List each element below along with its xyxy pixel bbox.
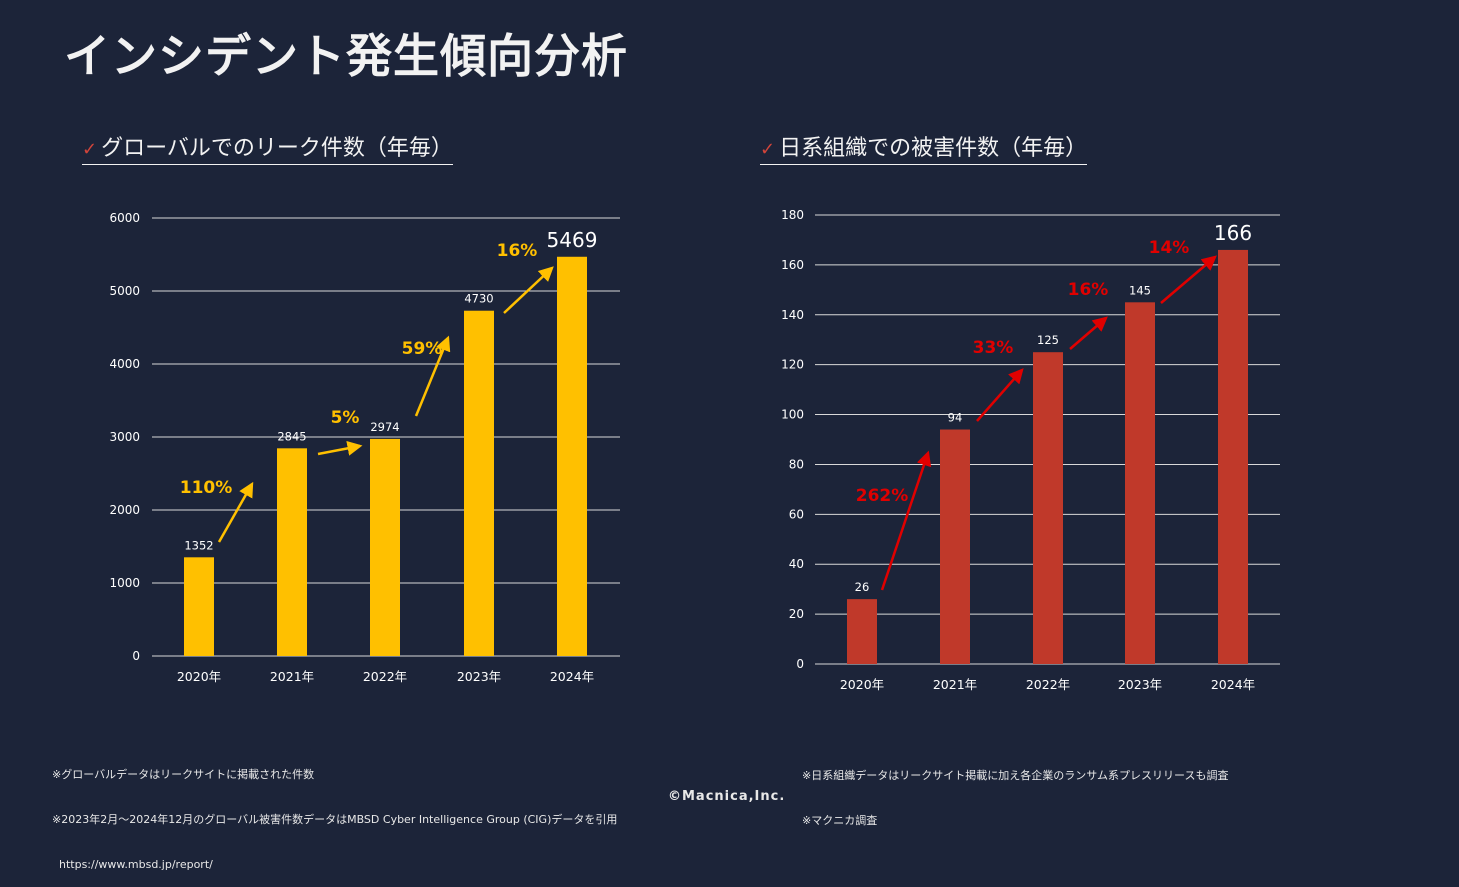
- growth-label: 5%: [331, 408, 360, 428]
- x-tick-label: 2024年: [550, 669, 594, 684]
- bar: [557, 256, 587, 656]
- growth-label: 16%: [1068, 280, 1109, 300]
- chart-title-text: グローバルでのリーク件数（年毎）: [101, 136, 453, 161]
- data-label: 5469: [547, 228, 598, 252]
- bar: [1125, 302, 1155, 664]
- x-tick-label: 2022年: [363, 669, 407, 684]
- growth-label: 110%: [180, 478, 233, 498]
- chart-title-global: ✓ グローバルでのリーク件数（年毎）: [82, 130, 453, 165]
- growth-arrow: [976, 368, 1024, 422]
- x-tick-label: 2022年: [1026, 677, 1070, 692]
- growth-label: 262%: [856, 486, 909, 506]
- japan-damage-chart: 0 20 40 60 80 100 120 140 160 180 26 2020年 94 2021年 12…: [781, 208, 1280, 692]
- data-label: 2845: [277, 429, 306, 443]
- growth-arrow: [414, 335, 451, 417]
- y-tick-label: 180: [781, 208, 804, 222]
- bar: [1218, 249, 1248, 664]
- growth-label: 33%: [973, 338, 1014, 358]
- bar: [370, 438, 400, 656]
- x-tick-label: 2024年: [1211, 677, 1255, 692]
- data-label: 166: [1214, 221, 1252, 245]
- bar: [847, 599, 877, 664]
- bar: [1033, 352, 1063, 664]
- checkmark-icon: ✓: [82, 139, 98, 160]
- y-tick-label: 4000: [109, 357, 140, 371]
- x-tick-label: 2023年: [457, 669, 501, 684]
- note-line: ※マクニカ調査: [802, 814, 878, 827]
- growth-label: 16%: [497, 241, 538, 261]
- data-label: 2974: [370, 420, 399, 434]
- growth-arrow: [217, 481, 254, 543]
- bar: [464, 310, 494, 656]
- growth-label: 59%: [402, 339, 443, 359]
- growth-arrow: [503, 266, 554, 314]
- bar: [184, 557, 214, 656]
- y-tick-label: 2000: [109, 503, 140, 517]
- copyright: ©Macnica,Inc.: [668, 789, 786, 804]
- y-tick-label: 140: [781, 308, 804, 322]
- growth-arrow: [317, 440, 363, 456]
- data-label: 4730: [464, 292, 493, 306]
- y-tick-label: 120: [781, 358, 804, 372]
- x-tick-label: 2020年: [840, 677, 884, 692]
- growth-arrow: [1160, 255, 1217, 304]
- y-tick-label: 1000: [109, 576, 140, 590]
- growth-label: 14%: [1149, 238, 1190, 258]
- data-label: 26: [855, 580, 870, 594]
- chart-title-text: 日系組織での被害件数（年毎）: [779, 136, 1088, 161]
- global-leak-chart: 0 1000 2000 3000 4000 5000 6000 1352 2020年 2845 20…: [109, 211, 620, 684]
- x-tick-label: 2021年: [270, 669, 314, 684]
- y-tick-label: 60: [789, 507, 804, 521]
- note-line: ※日系組織データはリークサイト掲載に加え各企業のランサム系プレスリリースも調査: [802, 769, 1229, 782]
- y-tick-label: 80: [789, 457, 804, 471]
- y-tick-label: 40: [789, 557, 804, 571]
- data-label: 1352: [184, 538, 213, 552]
- data-label: 125: [1037, 333, 1059, 347]
- growth-arrow: [1069, 316, 1108, 350]
- data-label: 145: [1129, 283, 1151, 297]
- x-tick-label: 2020年: [177, 669, 221, 684]
- y-tick-label: 0: [796, 657, 804, 671]
- bar: [277, 448, 307, 656]
- page-title: インシデント発生傾向分析: [64, 29, 628, 83]
- y-tick-label: 20: [789, 607, 804, 621]
- global-notes: ※グローバルデータはリークサイトに掲載された件数 ※2023年2月～2024年1…: [52, 737, 617, 887]
- bar: [940, 429, 970, 664]
- y-tick-label: 100: [781, 408, 804, 422]
- note-line: ※2023年2月～2024年12月のグローバル被害件数データはMBSD Cybe…: [52, 813, 618, 826]
- y-tick-label: 5000: [109, 284, 140, 298]
- y-tick-label: 160: [781, 258, 804, 272]
- y-tick-label: 3000: [109, 430, 140, 444]
- x-tick-label: 2023年: [1118, 677, 1162, 692]
- japan-notes: ※日系組織データはリークサイト掲載に加え各企業のランサム系プレスリリースも調査 …: [802, 738, 1228, 843]
- chart-title-japan: ✓ 日系組織での被害件数（年毎）: [760, 130, 1088, 165]
- y-tick-label: 6000: [109, 211, 140, 225]
- x-tick-label: 2021年: [933, 677, 977, 692]
- note-line: ※グローバルデータはリークサイトに掲載された件数: [52, 768, 315, 781]
- y-tick-label: 0: [132, 649, 140, 663]
- growth-arrow: [880, 450, 932, 591]
- checkmark-icon: ✓: [760, 139, 776, 160]
- data-label: 94: [948, 411, 963, 425]
- note-line: https://www.mbsd.jp/report/: [52, 858, 213, 871]
